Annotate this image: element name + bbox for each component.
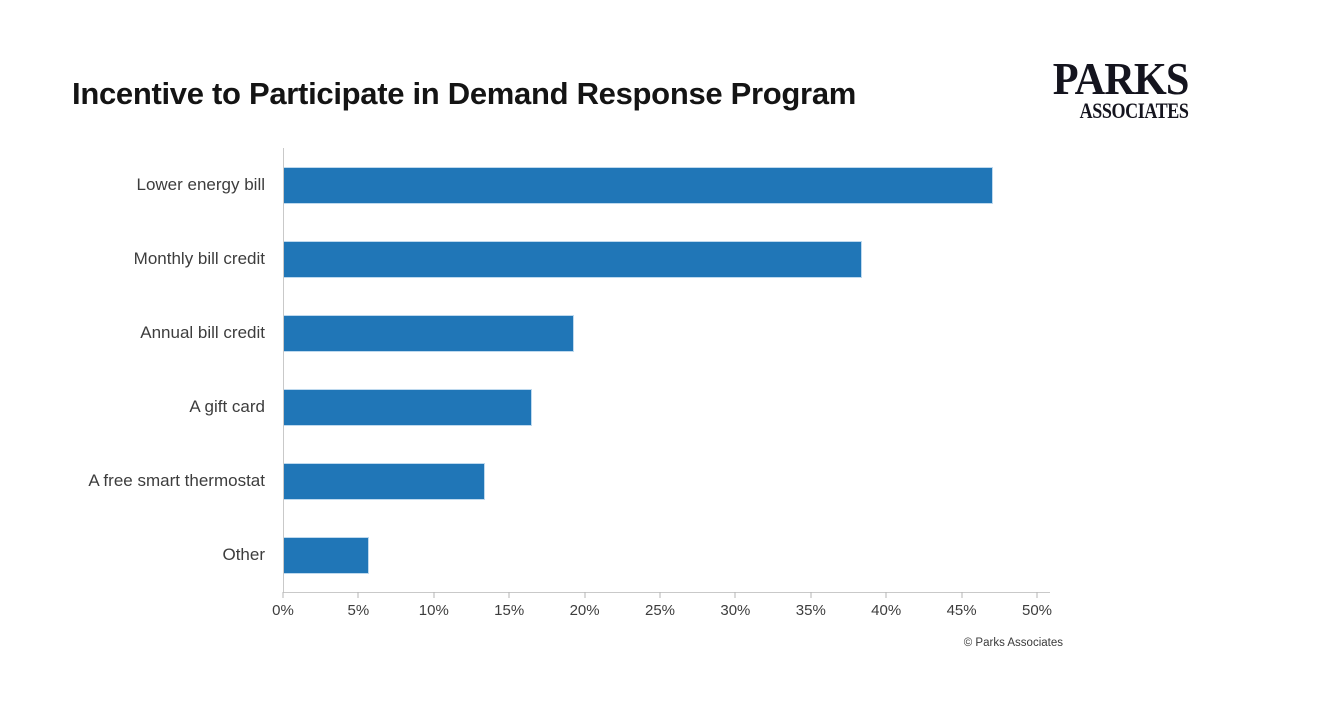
bar-row	[283, 222, 1037, 296]
logo-associates-text: ASSOCIATES	[1079, 98, 1188, 124]
bar	[283, 462, 486, 500]
logo-parks-text: PARKS	[1052, 53, 1189, 104]
category-label: Monthly bill credit	[133, 249, 265, 268]
bar-row	[283, 370, 1037, 444]
bar-rows	[283, 148, 1037, 592]
x-tick-mark	[961, 592, 963, 598]
x-tick-mark	[584, 592, 586, 598]
x-tick-mark	[659, 592, 661, 598]
bar	[283, 166, 994, 204]
copyright-note: © Parks Associates	[963, 637, 1063, 649]
x-tick-mark	[508, 592, 510, 598]
x-tick-mark	[810, 592, 812, 598]
x-tick-label: 40%	[871, 602, 902, 619]
x-tick-mark	[357, 592, 359, 598]
bar	[283, 388, 532, 426]
x-tick-label: 25%	[644, 602, 676, 619]
category-label: Annual bill credit	[140, 323, 265, 342]
x-tick-label: 0%	[272, 602, 294, 619]
x-tick-label: 10%	[418, 602, 449, 619]
x-tick-label: 50%	[1021, 602, 1053, 619]
category-label: Lower energy bill	[136, 175, 265, 194]
x-axis-line	[283, 592, 1050, 593]
x-tick-mark	[734, 592, 736, 598]
x-tick-label: 30%	[720, 602, 751, 619]
bar-row	[283, 518, 1037, 592]
parks-associates-logo: PARKS ASSOCIATES	[1041, 53, 1189, 124]
bar-row	[283, 296, 1037, 370]
bar-row	[283, 444, 1037, 518]
plot-area: 0% 5% 10% 15% 20% 25% 30% 35% 40% 45% 50%	[272, 148, 1052, 619]
x-tick-label: 15%	[494, 602, 525, 619]
x-tick-mark	[433, 592, 435, 598]
category-label: Other	[222, 545, 265, 564]
x-tick-label: 20%	[569, 602, 600, 619]
category-label: A free smart thermostat	[88, 471, 265, 490]
y-axis-line	[283, 148, 284, 592]
x-tick-mark	[1036, 592, 1038, 598]
category-label: A gift card	[189, 397, 265, 416]
x-tick-label: 45%	[946, 602, 977, 619]
bar	[283, 536, 369, 574]
chart-title: Incentive to Participate in Demand Respo…	[72, 76, 857, 111]
bar	[283, 240, 863, 278]
x-tick-mark	[282, 592, 284, 598]
bar-row	[283, 148, 1037, 222]
category-labels: Lower energy bill Monthly bill credit Annu…	[0, 148, 265, 592]
x-tick-label: 35%	[795, 602, 826, 619]
x-tick-label: 5%	[347, 602, 370, 619]
x-tick-mark	[885, 592, 887, 598]
bar	[283, 314, 575, 352]
